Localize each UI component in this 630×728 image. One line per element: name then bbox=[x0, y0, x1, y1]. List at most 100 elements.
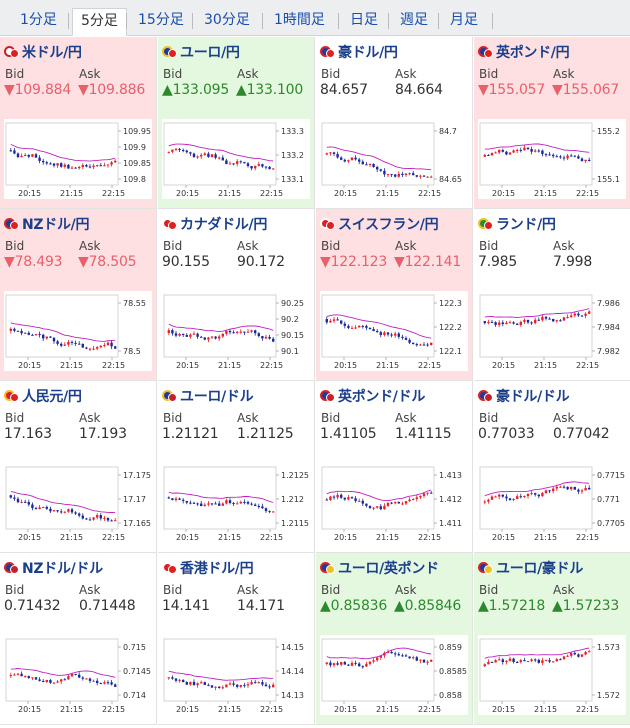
price-chart[interactable]: 90.25 90.2 90.15 90.1 20:15 21:15 22:15 bbox=[162, 291, 310, 371]
candle-body bbox=[505, 322, 508, 325]
pair-title[interactable]: スイスフラン/円 bbox=[320, 215, 439, 233]
pair-name[interactable]: ユーロ/豪ドル bbox=[496, 561, 584, 577]
price-chart[interactable]: 84.7 84.65 20:15 21:15 22:15 bbox=[320, 119, 468, 199]
tab-timeframe[interactable]: 5分足 bbox=[72, 8, 127, 36]
pair-title[interactable]: 豪ドル/ドル bbox=[478, 387, 570, 405]
pair-title[interactable]: 英ポンド/ドル bbox=[320, 387, 425, 405]
price-chart[interactable]: 7.986 7.984 7.982 20:15 21:15 22:15 bbox=[478, 291, 626, 371]
currency-pair-card[interactable]: 英ポンド/ドル Bid Ask 1.41105 1.41115 1.413 1.412 1.4… bbox=[316, 381, 473, 553]
price-chart[interactable]: 17.175 17.17 17.165 20:15 21:15 22:15 bbox=[4, 463, 152, 543]
currency-pair-card[interactable]: スイスフラン/円 Bid Ask ▼122.123 ▼122.141 122.3 122.2… bbox=[316, 209, 473, 381]
currency-flag-icon bbox=[478, 46, 494, 58]
currency-pair-card[interactable]: 香港ドル/円 Bid Ask 14.141 14.171 14.15 14.14 14.13 2… bbox=[158, 553, 315, 725]
pair-name[interactable]: カナダドル/円 bbox=[180, 217, 268, 233]
pair-title[interactable]: 米ドル/円 bbox=[4, 43, 82, 61]
pair-title[interactable]: ランド/円 bbox=[478, 215, 556, 233]
pair-name[interactable]: 豪ドル/円 bbox=[338, 45, 398, 61]
price-chart[interactable]: 109.95 109.9 109.85 109.8 20:15 21:15 22:15 bbox=[4, 119, 152, 199]
tab-divider bbox=[438, 13, 439, 29]
pair-name[interactable]: 米ドル/円 bbox=[22, 45, 82, 61]
pair-name[interactable]: 英ポンド/ドル bbox=[338, 389, 426, 405]
candle-body bbox=[203, 337, 206, 340]
tab-timeframe[interactable]: 30分足 bbox=[204, 12, 250, 28]
candle-body bbox=[167, 330, 170, 334]
pair-title[interactable]: ユーロ/円 bbox=[162, 43, 240, 61]
y-tick-label: 14.14 bbox=[281, 667, 304, 676]
price-chart[interactable]: 0.7715 0.771 0.7705 20:15 21:15 22:15 bbox=[478, 463, 626, 543]
pair-name[interactable]: ユーロ/英ポンド bbox=[338, 561, 439, 577]
pair-title[interactable]: 人民元/円 bbox=[4, 387, 82, 405]
pair-name[interactable]: NZドル/円 bbox=[22, 217, 90, 233]
candle-body bbox=[250, 166, 253, 169]
candle-body bbox=[350, 662, 354, 666]
candle-body bbox=[185, 334, 188, 337]
moving-average-line bbox=[484, 143, 590, 153]
currency-pair-card[interactable]: NZドル/円 Bid Ask ▼78.493 ▼78.505 78.55 78.5 20:15… bbox=[0, 209, 157, 381]
candle-body bbox=[103, 682, 106, 684]
currency-pair-card[interactable]: 豪ドル/ドル Bid Ask 0.77033 0.77042 0.7715 0.771 0.7… bbox=[474, 381, 630, 553]
tab-timeframe[interactable]: 15分足 bbox=[138, 12, 184, 28]
pair-title[interactable]: 豪ドル/円 bbox=[320, 43, 398, 61]
pair-name[interactable]: ユーロ/ドル bbox=[180, 389, 254, 405]
pair-title[interactable]: 英ポンド/円 bbox=[478, 43, 570, 61]
price-chart[interactable]: 1.413 1.412 1.411 20:15 21:15 22:15 bbox=[320, 463, 468, 543]
candle-body bbox=[577, 489, 580, 492]
currency-pair-card[interactable]: NZドル/ドル Bid Ask 0.71432 0.71448 0.715 0.7145 0.… bbox=[0, 553, 157, 725]
pair-title[interactable]: NZドル/ドル bbox=[4, 559, 103, 577]
pair-title[interactable]: NZドル/円 bbox=[4, 215, 89, 233]
currency-pair-card[interactable]: ユーロ/英ポンド Bid Ask ▲0.85836 ▲0.85846 0.859 0.858… bbox=[316, 553, 473, 725]
candle-body bbox=[494, 496, 497, 498]
price-chart[interactable]: 1.2125 1.212 1.2115 20:15 21:15 22:15 bbox=[162, 463, 310, 543]
currency-pair-card[interactable]: ユーロ/豪ドル Bid Ask ▲1.57218 ▲1.57233 1.573 1.572 2… bbox=[474, 553, 630, 725]
candle-body bbox=[70, 167, 74, 169]
pair-name[interactable]: 人民元/円 bbox=[22, 389, 82, 405]
pair-name[interactable]: ランド/円 bbox=[496, 217, 556, 233]
price-chart[interactable]: 14.15 14.14 14.13 20:15 21:15 22:15 bbox=[162, 635, 310, 715]
pair-name[interactable]: スイスフラン/円 bbox=[338, 217, 439, 233]
currency-pair-card[interactable]: ユーロ/ドル Bid Ask 1.21121 1.21125 1.2125 1.212 1.2… bbox=[158, 381, 315, 553]
candle-body bbox=[254, 330, 257, 334]
candle-body bbox=[268, 336, 271, 339]
price-chart[interactable]: 0.859 0.8585 0.858 20:15 21:15 22:15 bbox=[320, 635, 468, 715]
pair-title[interactable]: 香港ドル/円 bbox=[162, 559, 254, 577]
candle-body bbox=[588, 159, 591, 161]
candle-body bbox=[541, 316, 544, 321]
pair-title[interactable]: ユーロ/豪ドル bbox=[478, 559, 583, 577]
price-chart[interactable]: 0.715 0.7145 0.714 20:15 21:15 22:15 bbox=[4, 635, 152, 715]
pair-name[interactable]: 英ポンド/円 bbox=[496, 45, 570, 61]
candle-body bbox=[34, 334, 38, 336]
price-chart[interactable]: 78.55 78.5 20:15 21:15 22:15 bbox=[4, 291, 152, 371]
tab-timeframe[interactable]: 週足 bbox=[400, 12, 428, 28]
candle-body bbox=[523, 660, 526, 662]
tab-timeframe[interactable]: 1分足 bbox=[20, 12, 57, 28]
currency-pair-card[interactable]: 人民元/円 Bid Ask 17.163 17.193 17.175 17.17 17.165… bbox=[0, 381, 157, 553]
price-chart[interactable]: 133.3 133.2 133.1 20:15 21:15 22:15 bbox=[162, 119, 310, 199]
candle-body bbox=[519, 149, 522, 151]
pair-title[interactable]: ユーロ/英ポンド bbox=[320, 559, 439, 577]
candle-body bbox=[236, 503, 239, 505]
currency-pair-card[interactable]: ユーロ/円 Bid Ask ▲133.095 ▲133.100 133.3 133.2 133… bbox=[158, 37, 315, 209]
currency-pair-card[interactable]: 米ドル/円 Bid Ask ▼109.884 ▼109.886 109.95 109.9 10… bbox=[0, 37, 157, 209]
currency-pair-card[interactable]: 英ポンド/円 Bid Ask ▼155.057 ▼155.067 155.2 155.1 20… bbox=[474, 37, 630, 209]
currency-pair-card[interactable]: カナダドル/円 Bid Ask 90.155 90.172 90.25 90.2 90.15 9… bbox=[158, 209, 315, 381]
pair-title[interactable]: カナダドル/円 bbox=[162, 215, 267, 233]
candle-body bbox=[415, 657, 418, 661]
pair-title[interactable]: ユーロ/ドル bbox=[162, 387, 254, 405]
pair-name[interactable]: ユーロ/円 bbox=[180, 45, 240, 61]
tab-timeframe[interactable]: 1時間足 bbox=[274, 12, 325, 28]
pair-name[interactable]: 豪ドル/ドル bbox=[496, 389, 570, 405]
tab-timeframe[interactable]: 日足 bbox=[350, 12, 378, 28]
price-chart[interactable]: 122.3 122.2 122.1 20:15 21:15 22:15 bbox=[320, 291, 468, 371]
currency-pair-card[interactable]: ランド/円 Bid Ask 7.985 7.998 7.986 7.984 7.982 20:1… bbox=[474, 209, 630, 381]
tab-timeframe[interactable]: 月足 bbox=[450, 12, 478, 28]
candle-body bbox=[74, 512, 77, 514]
candle-body bbox=[239, 161, 242, 163]
x-tick-label: 20:15 bbox=[18, 189, 41, 198]
pair-name[interactable]: NZドル/ドル bbox=[22, 561, 103, 577]
price-chart[interactable]: 1.573 1.572 20:15 21:15 22:15 bbox=[478, 635, 626, 715]
currency-pair-card[interactable]: 豪ドル/円 Bid Ask 84.657 84.664 84.7 84.65 20:15 21:… bbox=[316, 37, 473, 209]
pair-name[interactable]: 香港ドル/円 bbox=[180, 561, 254, 577]
price-chart[interactable]: 155.2 155.1 20:15 21:15 22:15 bbox=[478, 119, 626, 199]
candle-body bbox=[106, 517, 110, 521]
candle-body bbox=[88, 678, 92, 681]
